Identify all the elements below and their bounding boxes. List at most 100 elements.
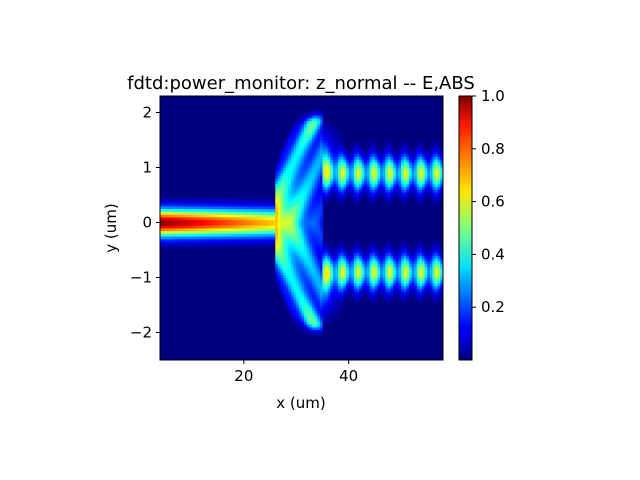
heatmap-cell — [201, 200, 205, 204]
heatmap-cell — [178, 203, 182, 207]
heatmap-cell — [437, 269, 441, 273]
heatmap-cell — [424, 148, 428, 152]
heatmap-cell — [395, 252, 399, 256]
heatmap-cell — [304, 203, 308, 207]
heatmap-cell — [325, 280, 329, 284]
heatmap-cell — [191, 233, 195, 237]
heatmap-cell — [298, 134, 302, 138]
heatmap-cell — [435, 197, 439, 201]
heatmap-cell — [288, 153, 292, 157]
heatmap-cell — [298, 126, 302, 130]
heatmap-cell — [346, 288, 350, 292]
heatmap-cell — [259, 211, 263, 215]
heatmap-cell — [283, 170, 287, 174]
heatmap-cell — [280, 156, 284, 160]
heatmap-cell — [432, 269, 436, 273]
heatmap-cell — [280, 283, 284, 287]
heatmap-cell — [414, 263, 418, 267]
heatmap-cell — [348, 269, 352, 273]
heatmap-cell — [170, 211, 174, 215]
colorbar-tick-label: 0.4 — [481, 245, 505, 263]
heatmap-cell — [435, 186, 439, 190]
heatmap-cell — [311, 324, 315, 328]
heatmap-cell — [367, 153, 371, 157]
heatmap-cell — [275, 241, 279, 245]
heatmap-cell — [327, 181, 331, 185]
heatmap-cell — [285, 263, 289, 267]
heatmap-cell — [416, 258, 420, 262]
heatmap-cell — [304, 219, 308, 223]
heatmap-cell — [298, 123, 302, 127]
heatmap-cell — [322, 164, 326, 168]
heatmap-cell — [427, 153, 431, 157]
heatmap-cell — [235, 206, 240, 210]
heatmap-cell — [380, 250, 384, 254]
heatmap-cell — [285, 244, 289, 248]
heatmap-cell — [304, 159, 308, 163]
heatmap-cell — [301, 252, 305, 256]
heatmap-cell — [330, 307, 334, 311]
heatmap-cell — [361, 189, 365, 193]
heatmap-cell — [401, 258, 405, 262]
heatmap-cell — [309, 167, 313, 171]
heatmap-cell — [356, 159, 360, 163]
heatmap-cell — [398, 186, 402, 190]
heatmap-cell — [335, 142, 339, 146]
heatmap-cell — [207, 203, 211, 207]
heatmap-cell — [403, 170, 407, 174]
heatmap-cell — [322, 181, 326, 185]
heatmap-cell — [301, 186, 305, 190]
heatmap-cell — [215, 225, 219, 229]
heatmap-cell — [348, 164, 352, 168]
heatmap-cell — [416, 277, 420, 281]
heatmap-cell — [165, 225, 169, 229]
heatmap-cell — [296, 313, 300, 317]
heatmap-cell — [183, 208, 187, 212]
heatmap-cell — [437, 252, 441, 256]
heatmap-cell — [372, 247, 376, 251]
heatmap-cell — [385, 285, 389, 289]
heatmap-cell — [188, 239, 192, 243]
heatmap-cell — [194, 225, 198, 229]
heatmap-cell — [435, 272, 439, 276]
heatmap-cell — [311, 112, 315, 116]
heatmap-cell — [311, 261, 315, 265]
heatmap-cell — [414, 244, 418, 248]
heatmap-cell — [422, 164, 426, 168]
heatmap-cell — [398, 170, 402, 174]
heatmap-cell — [188, 222, 192, 226]
heatmap-cell — [298, 313, 302, 317]
heatmap-cell — [437, 151, 441, 155]
heatmap-cell — [377, 175, 381, 179]
heatmap-cell — [301, 291, 305, 295]
heatmap-cell — [230, 197, 234, 201]
heatmap-cell — [306, 296, 310, 300]
heatmap-cell — [288, 313, 292, 317]
heatmap-cell — [277, 288, 281, 292]
heatmap-cell — [256, 211, 260, 215]
heatmap-cell — [332, 283, 336, 287]
heatmap-cell — [298, 305, 302, 309]
heatmap-cell — [272, 236, 276, 240]
heatmap-cell — [387, 178, 391, 182]
heatmap-cell — [403, 296, 407, 300]
heatmap-cell — [343, 170, 347, 174]
heatmap-cell — [406, 252, 410, 256]
heatmap-cell — [225, 233, 229, 237]
heatmap-cell — [186, 200, 190, 204]
heatmap-cell — [277, 159, 281, 163]
heatmap-cell — [309, 214, 313, 218]
heatmap-cell — [429, 274, 433, 278]
heatmap-cell — [314, 250, 318, 254]
heatmap-cell — [178, 200, 182, 204]
heatmap-cell — [424, 250, 428, 254]
heatmap-cell — [322, 324, 326, 328]
heatmap-cell — [432, 178, 436, 182]
heatmap-cell — [330, 195, 334, 199]
heatmap-cell — [162, 225, 166, 229]
heatmap-cell — [432, 186, 436, 190]
heatmap-cell — [180, 236, 184, 240]
heatmap-cell — [283, 192, 287, 196]
heatmap-cell — [311, 247, 315, 251]
heatmap-cell — [325, 200, 329, 204]
